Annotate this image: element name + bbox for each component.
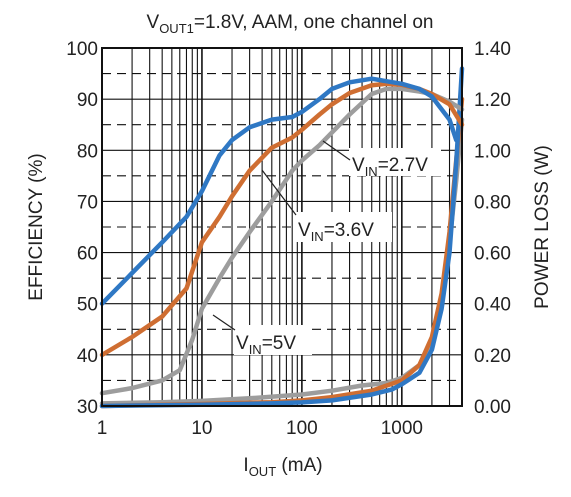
- series-label-2p7v-text: VIN=2.7V: [352, 155, 428, 179]
- series-label-3p6v-text: VIN=3.6V: [298, 220, 374, 244]
- series-label-5v-text: VIN=5V: [236, 333, 296, 357]
- leader-line-5v: [212, 314, 236, 331]
- y-tick-label-right: 0.20: [474, 346, 511, 367]
- x-axis-label: IOUT (mA): [243, 455, 322, 479]
- y-axis-label-right: POWER LOSS (W): [532, 145, 553, 309]
- leader-line-2p7v: [322, 140, 351, 161]
- y-tick-label-right: 1.40: [474, 39, 511, 60]
- y-tick-label-left: 50: [77, 295, 98, 316]
- y-tick-label-left: 80: [77, 141, 98, 162]
- y-tick-label-left: 30: [77, 397, 98, 418]
- x-tick-label: 1: [97, 418, 108, 439]
- series-label-5v: VIN=5V: [234, 325, 312, 357]
- efficiency-line-2: [99, 86, 465, 396]
- series-label-3p6v: VIN=3.6V: [296, 212, 392, 244]
- y-tick-label-right: 1.20: [474, 90, 511, 111]
- series-lines: [99, 66, 465, 409]
- series-label-2p7v: VIN=2.7V: [349, 148, 441, 179]
- x-tick-label: 100: [286, 418, 318, 439]
- plot-frame: [101, 47, 463, 407]
- y-tick-label-left: 60: [77, 244, 98, 265]
- y-tick-label-left: 40: [77, 346, 98, 367]
- y-tick-label-left: 100: [66, 39, 98, 60]
- power-loss-line-0: [99, 66, 465, 409]
- y-tick-label-left: 70: [77, 192, 98, 213]
- y-tick-label-right: 0.00: [474, 397, 511, 418]
- chart-title: VOUT1=1.8V, AAM, one channel on: [147, 12, 434, 36]
- x-tick-label: 1000: [381, 418, 423, 439]
- x-tick-label: 10: [191, 418, 212, 439]
- efficiency-line-0: [99, 76, 459, 306]
- y-tick-label-left: 90: [77, 90, 98, 111]
- y-tick-label-right: 0.80: [474, 192, 511, 213]
- y-tick-label-right: 0.60: [474, 244, 511, 265]
- tick-labels: 1 10 100 1000 30 40 50 60 70 80 90 100 0.00 0.20 0.40 0…: [66, 39, 511, 439]
- y-tick-label-right: 0.40: [474, 295, 511, 316]
- leader-line-3p6v: [261, 169, 297, 216]
- y-tick-label-right: 1.00: [474, 141, 511, 162]
- y-axis-label-left: EFFICIENCY (%): [26, 153, 47, 300]
